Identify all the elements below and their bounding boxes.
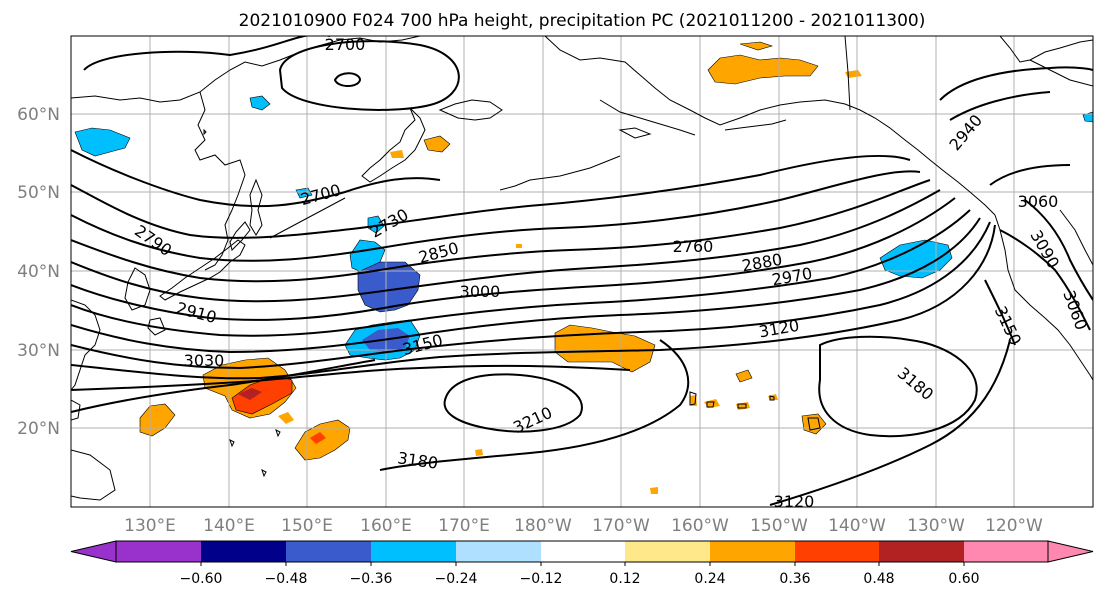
lon-label: 170°W [592, 516, 650, 536]
colorbar-ticks [200, 562, 965, 566]
colorbar-segment [456, 541, 541, 562]
lon-label: 180°W [514, 516, 572, 536]
colorbar-segment [371, 541, 456, 562]
colorbar-tick-label: 0.24 [694, 571, 725, 587]
contour-label: 3120 [774, 492, 815, 511]
lat-label: 20°N [17, 419, 60, 439]
lon-label: 140°W [828, 516, 886, 536]
contour-label: 3060 [1018, 192, 1059, 211]
colorbar-tick-label: −0.60 [180, 571, 223, 587]
colorbar-extend-low [70, 540, 117, 563]
colorbar-segment [795, 541, 879, 562]
coastlines [71, 36, 1093, 501]
lon-label: 140°E [203, 516, 255, 536]
height-contours [71, 36, 1093, 506]
colorbar-segment [201, 541, 286, 562]
lon-label: 150°W [750, 516, 808, 536]
colorbar-tick-label: 0.48 [863, 571, 894, 587]
colorbar-tick-label: −0.24 [435, 571, 478, 587]
colorbar-tick-label: 0.60 [948, 571, 979, 587]
colorbar-tick-label: −0.12 [520, 571, 563, 587]
graticule [71, 36, 1093, 507]
colorbar-tick-label: 0.12 [609, 571, 640, 587]
contour-label: 3000 [460, 282, 501, 301]
colorbar-tick-label: −0.48 [265, 571, 308, 587]
colorbar-segment [879, 541, 964, 562]
lon-label: 170°E [438, 516, 490, 536]
colorbar-segment [625, 541, 710, 562]
lon-label: 160°W [671, 516, 729, 536]
colorbar-segment [286, 541, 371, 562]
map-frame [70, 35, 1094, 508]
colorbar-extend-high [1047, 540, 1094, 563]
colorbar-segment [710, 541, 795, 562]
lat-label: 30°N [17, 341, 60, 361]
colorbar-tick-label: 0.36 [779, 571, 810, 587]
map-panel: 2700 2700 2790 2730 2850 2910 3000 3030 … [71, 35, 1093, 511]
lon-label: 130°E [124, 516, 176, 536]
map-title: 2021010900 F024 700 hPa height, precipit… [239, 11, 926, 31]
contour-label: 2760 [673, 237, 714, 256]
lat-label: 60°N [17, 105, 60, 125]
lon-label: 150°E [281, 516, 333, 536]
lon-label: 120°W [985, 516, 1043, 536]
lon-label: 130°W [907, 516, 965, 536]
colorbar-segment [541, 541, 625, 562]
latitude-labels: 60°N 50°N 40°N 30°N 20°N [17, 105, 60, 439]
colorbar: −0.60 −0.48 −0.36 −0.24 −0.12 0.12 0.24 … [70, 540, 1094, 587]
lat-label: 40°N [17, 262, 60, 282]
lat-label: 50°N [17, 183, 60, 203]
lon-label: 160°E [360, 516, 412, 536]
contour-label: 2700 [325, 35, 366, 54]
colorbar-tick-label: −0.36 [350, 571, 393, 587]
colorbar-frame [115, 540, 1049, 563]
colorbar-segment [116, 541, 201, 562]
contour-label: 3030 [184, 351, 225, 370]
colorbar-segment [964, 541, 1048, 562]
longitude-labels: 130°E 140°E 150°E 160°E 170°E 180°W 170°… [124, 516, 1043, 536]
